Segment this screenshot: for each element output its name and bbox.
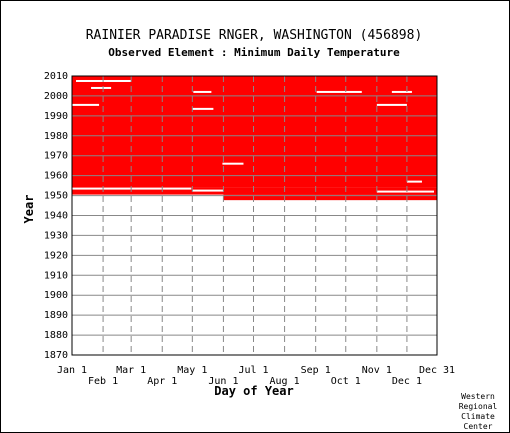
credit-line-1: Western [461, 392, 495, 401]
plot-border [71, 75, 438, 356]
missing-gap-3 [316, 90, 362, 93]
missing-gap-4 [391, 90, 412, 93]
y-tick-label-2010: 2010 [44, 71, 68, 82]
y-tick-label-1930: 1930 [44, 230, 68, 241]
y-axis-label: Year [22, 195, 36, 224]
missing-gap-10 [72, 187, 192, 190]
missing-gap-0 [76, 79, 132, 82]
missing-gap-5 [72, 103, 100, 106]
missing-gap-11 [192, 189, 224, 192]
y-tick-label-1980: 1980 [44, 131, 68, 142]
missing-gap-2 [193, 90, 212, 93]
x-tick-label-sep-1: Sep 1 [301, 365, 331, 376]
x-tick-label-mar-1: Mar 1 [116, 365, 146, 376]
x-tick-label-aug-1: Aug 1 [270, 376, 300, 387]
x-tick-label-oct-1: Oct 1 [331, 376, 361, 387]
x-tick-label-jan-1: Jan 1 [57, 365, 87, 376]
grid [72, 75, 437, 356]
observed-block-0 [72, 76, 437, 188]
y-tick-label-1990: 1990 [44, 111, 68, 122]
missing-gap-6 [376, 103, 407, 106]
x-tick-label-may-1: May 1 [177, 365, 207, 376]
missing-gap-7 [192, 107, 214, 110]
observed-block-2 [223, 194, 437, 201]
credit-line-3: Climate [461, 412, 495, 421]
x-tick-label-jul-1: Jul 1 [238, 365, 268, 376]
y-tick-label-1870: 1870 [44, 350, 68, 361]
x-tick-label-dec-1: Dec 1 [392, 376, 422, 387]
y-tick-label-1970: 1970 [44, 151, 68, 162]
x-tick-labels: Jan 1 Mar 1 May 1 Jul 1 Sep 1 Nov 1 Dec 31 Feb … [57, 365, 455, 387]
y-tick-label-1880: 1880 [44, 330, 68, 341]
credit-line-2: Regional [459, 402, 498, 411]
credit-line-4: Center [464, 422, 493, 431]
y-tick-label-2000: 2000 [44, 91, 68, 102]
y-tick-labels: 1870 1880 1890 1900 1910 1920 1930 1940 1950 1960… [44, 71, 68, 361]
x-tick-label-feb-1: Feb 1 [88, 376, 118, 387]
x-tick-label-nov-1: Nov 1 [362, 365, 392, 376]
y-tick-label-1910: 1910 [44, 270, 68, 281]
observed-data [72, 76, 437, 201]
missing-gap-12 [376, 190, 434, 193]
y-tick-label-1960: 1960 [44, 171, 68, 182]
y-tick-label-1890: 1890 [44, 310, 68, 321]
y-tick-label-1940: 1940 [44, 211, 68, 222]
y-tick-label-1950: 1950 [44, 191, 68, 202]
x-tick-label-apr-1: Apr 1 [147, 376, 177, 387]
y-tick-label-1900: 1900 [44, 290, 68, 301]
x-tick-label-dec-31: Dec 31 [419, 365, 455, 376]
y-tick-label-1920: 1920 [44, 250, 68, 261]
chart-subtitle: Observed Element : Minimum Daily Tempera… [108, 46, 400, 59]
x-tick-label-jun-1: Jun 1 [208, 376, 238, 387]
chart-title: RAINIER PARADISE RNGER, WASHINGTON (4568… [86, 28, 423, 43]
missing-gap-8 [222, 162, 244, 165]
x-axis-label: Day of Year [214, 384, 293, 398]
observed-block-1 [72, 187, 437, 195]
missing-gap-1 [91, 86, 112, 89]
missing-gap-9 [406, 180, 422, 183]
